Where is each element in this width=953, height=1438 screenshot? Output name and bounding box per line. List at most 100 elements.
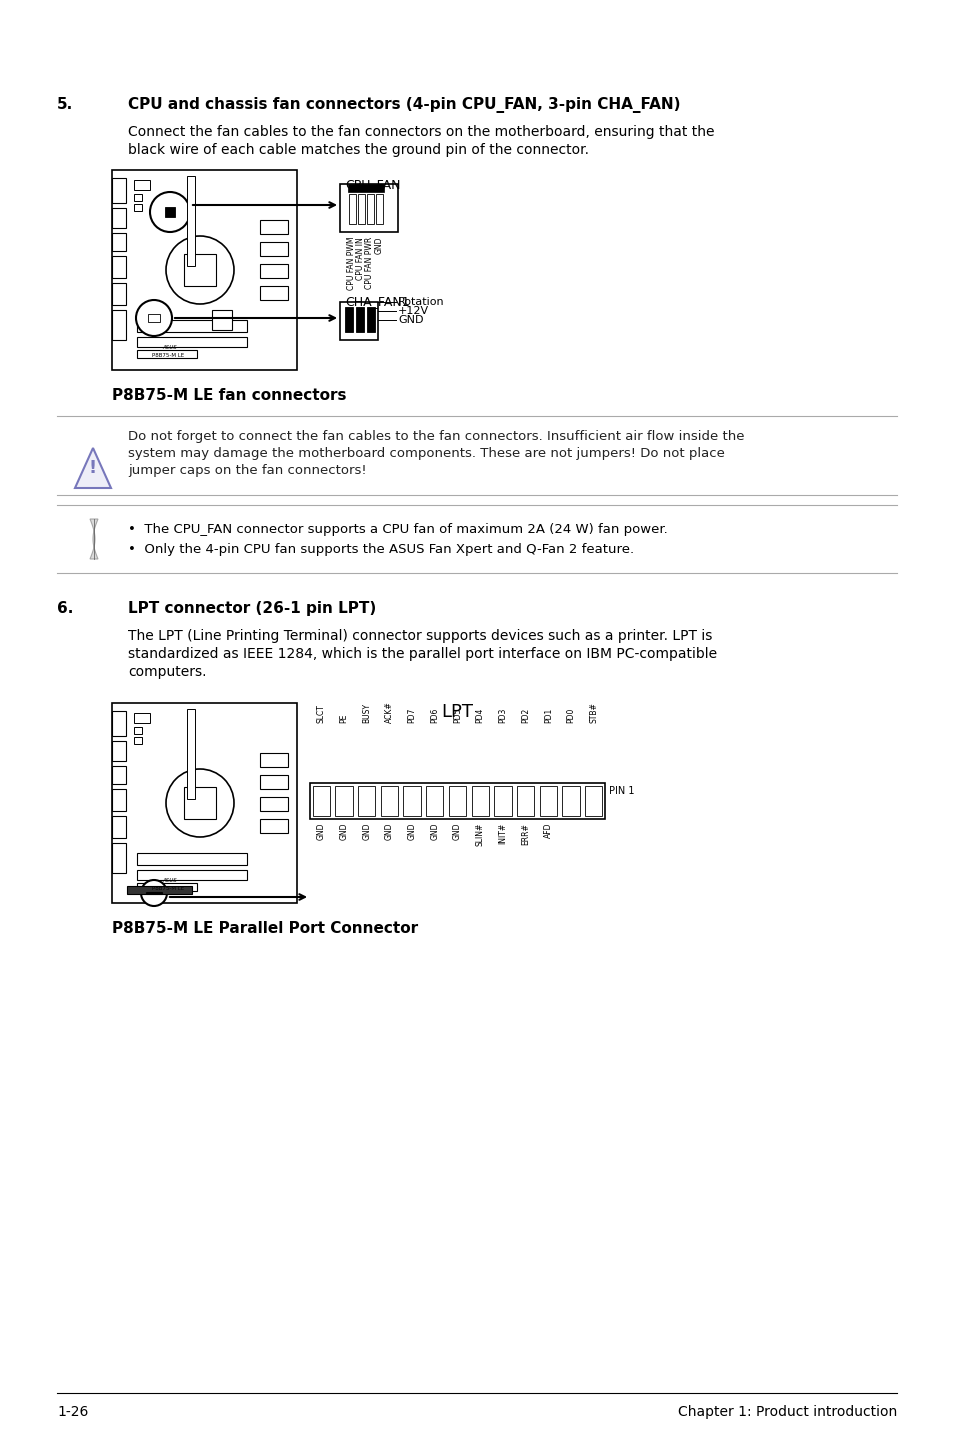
Bar: [112, 311, 126, 339]
Bar: [112, 741, 126, 761]
Bar: [494, 787, 511, 815]
Bar: [349, 194, 355, 224]
Text: 6.: 6.: [57, 601, 73, 615]
Bar: [260, 820, 288, 833]
Bar: [137, 853, 247, 866]
Bar: [260, 220, 288, 234]
Bar: [165, 207, 174, 217]
Text: CHA_FAN1: CHA_FAN1: [345, 295, 409, 308]
Text: CPU FAN IN: CPU FAN IN: [356, 237, 365, 280]
Text: standardized as IEEE 1284, which is the parallel port interface on IBM PC-compat: standardized as IEEE 1284, which is the …: [128, 647, 717, 661]
Bar: [260, 286, 288, 301]
Bar: [260, 775, 288, 789]
Text: P8B75-M LE: P8B75-M LE: [152, 886, 184, 892]
Bar: [471, 787, 488, 815]
Bar: [112, 815, 126, 838]
Bar: [133, 728, 142, 733]
Bar: [212, 311, 232, 329]
Bar: [313, 787, 330, 815]
Text: ASUS: ASUS: [162, 345, 176, 349]
Bar: [112, 766, 126, 784]
Bar: [133, 713, 150, 723]
Bar: [539, 787, 557, 815]
Text: CPU and chassis fan connectors (4-pin CPU_FAN, 3-pin CHA_FAN): CPU and chassis fan connectors (4-pin CP…: [128, 96, 679, 114]
Bar: [375, 194, 382, 224]
Text: AFD: AFD: [543, 823, 552, 838]
Bar: [112, 703, 296, 903]
Circle shape: [166, 769, 233, 837]
Text: GND: GND: [316, 823, 326, 840]
Polygon shape: [75, 449, 111, 487]
Bar: [310, 784, 604, 820]
Bar: [137, 321, 247, 332]
Bar: [148, 313, 160, 322]
Bar: [133, 204, 142, 211]
Text: GND: GND: [397, 315, 423, 325]
Text: PD5: PD5: [453, 707, 461, 723]
Text: LPT connector (26-1 pin LPT): LPT connector (26-1 pin LPT): [128, 601, 375, 615]
Bar: [517, 787, 534, 815]
Bar: [133, 180, 150, 190]
Bar: [112, 710, 126, 736]
Bar: [561, 787, 579, 815]
Text: system may damage the motherboard components. These are not jumpers! Do not plac: system may damage the motherboard compon…: [128, 447, 724, 460]
Text: •  Only the 4-pin CPU fan supports the ASUS Fan Xpert and Q-Fan 2 feature.: • Only the 4-pin CPU fan supports the AS…: [128, 544, 634, 557]
Text: P8B75-M LE fan connectors: P8B75-M LE fan connectors: [112, 388, 346, 403]
Text: computers.: computers.: [128, 664, 206, 679]
Circle shape: [166, 236, 233, 303]
Bar: [137, 883, 196, 892]
Bar: [127, 886, 192, 894]
Bar: [380, 787, 397, 815]
Text: +12V: +12V: [397, 306, 429, 316]
Text: GND: GND: [339, 823, 348, 840]
Text: INIT#: INIT#: [497, 823, 507, 844]
Bar: [112, 843, 126, 873]
Bar: [367, 194, 374, 224]
Text: STB#: STB#: [589, 702, 598, 723]
Bar: [112, 233, 126, 252]
Bar: [112, 170, 296, 370]
Text: PD3: PD3: [497, 707, 507, 723]
Text: Rotation: Rotation: [397, 298, 444, 306]
Circle shape: [150, 193, 190, 232]
Text: The LPT (Line Printing Terminal) connector supports devices such as a printer. L: The LPT (Line Printing Terminal) connect…: [128, 628, 712, 643]
Text: GND: GND: [384, 823, 394, 840]
Bar: [184, 255, 215, 286]
Bar: [184, 787, 215, 820]
Bar: [137, 349, 196, 358]
Bar: [112, 178, 126, 203]
Bar: [112, 283, 126, 305]
Bar: [339, 302, 377, 339]
Text: GND: GND: [453, 823, 461, 840]
Text: CPU FAN PWM: CPU FAN PWM: [347, 237, 356, 290]
Bar: [187, 175, 194, 266]
Text: GND: GND: [407, 823, 416, 840]
Polygon shape: [90, 519, 98, 559]
Text: PD0: PD0: [566, 707, 575, 723]
Bar: [335, 787, 353, 815]
Text: LPT: LPT: [441, 703, 473, 720]
Text: 5.: 5.: [57, 96, 73, 112]
Text: ASUS: ASUS: [162, 879, 176, 883]
Bar: [584, 787, 601, 815]
Text: ERR#: ERR#: [520, 823, 530, 846]
Text: GND: GND: [430, 823, 438, 840]
Text: PD2: PD2: [520, 707, 530, 723]
Text: BUSY: BUSY: [362, 703, 371, 723]
Text: Connect the fan cables to the fan connectors on the motherboard, ensuring that t: Connect the fan cables to the fan connec…: [128, 125, 714, 139]
Bar: [357, 787, 375, 815]
Text: Chapter 1: Product introduction: Chapter 1: Product introduction: [677, 1405, 896, 1419]
Bar: [357, 194, 365, 224]
Bar: [137, 336, 247, 347]
Text: PD7: PD7: [407, 707, 416, 723]
Text: CPU_FAN: CPU_FAN: [345, 178, 400, 191]
Text: jumper caps on the fan connectors!: jumper caps on the fan connectors!: [128, 464, 366, 477]
Text: 1-26: 1-26: [57, 1405, 89, 1419]
Text: PD4: PD4: [476, 707, 484, 723]
Text: !: !: [89, 459, 97, 477]
Bar: [260, 265, 288, 278]
Bar: [133, 738, 142, 743]
Text: SLIN#: SLIN#: [476, 823, 484, 847]
Bar: [260, 797, 288, 811]
Bar: [112, 789, 126, 811]
